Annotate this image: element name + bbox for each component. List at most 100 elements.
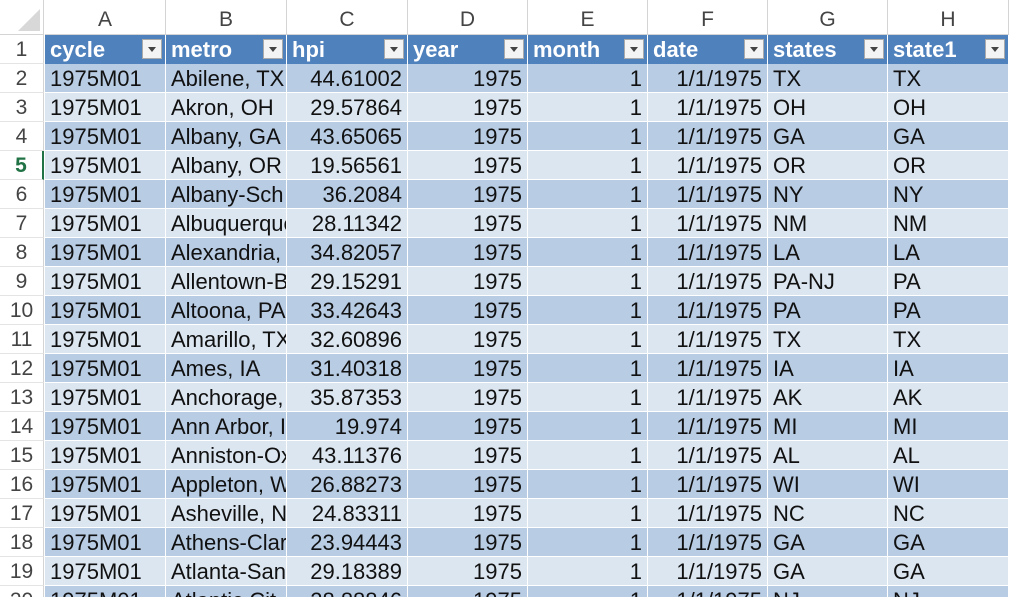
table-cell-date[interactable]: 1/1/1975 — [648, 296, 768, 325]
table-cell-month[interactable]: 1 — [528, 209, 648, 238]
table-cell-metro[interactable]: Appleton, W — [166, 470, 287, 499]
table-cell-metro[interactable]: Allentown-B — [166, 267, 287, 296]
column-header-b[interactable]: B — [166, 0, 287, 35]
table-cell-hpi[interactable]: 44.61002 — [287, 64, 408, 93]
table-cell-date[interactable]: 1/1/1975 — [648, 64, 768, 93]
table-cell-date[interactable]: 1/1/1975 — [648, 151, 768, 180]
table-cell-year[interactable]: 1975 — [408, 586, 528, 597]
row-header-20[interactable]: 20 — [0, 586, 44, 597]
table-cell-month[interactable]: 1 — [528, 354, 648, 383]
filter-dropdown-icon[interactable] — [384, 39, 404, 59]
table-cell-cycle[interactable]: 1975M01 — [45, 267, 166, 296]
table-cell-year[interactable]: 1975 — [408, 296, 528, 325]
table-cell-cycle[interactable]: 1975M01 — [45, 238, 166, 267]
table-cell-month[interactable]: 1 — [528, 122, 648, 151]
table-cell-state1[interactable]: OH — [888, 93, 1009, 122]
table-header-date[interactable]: date — [648, 35, 768, 64]
table-cell-cycle[interactable]: 1975M01 — [45, 151, 166, 180]
table-header-month[interactable]: month — [528, 35, 648, 64]
filter-dropdown-icon[interactable] — [142, 39, 162, 59]
table-cell-year[interactable]: 1975 — [408, 180, 528, 209]
table-cell-cycle[interactable]: 1975M01 — [45, 296, 166, 325]
table-cell-cycle[interactable]: 1975M01 — [45, 325, 166, 354]
table-cell-hpi[interactable]: 29.15291 — [287, 267, 408, 296]
table-cell-date[interactable]: 1/1/1975 — [648, 441, 768, 470]
table-cell-metro[interactable]: Ann Arbor, I — [166, 412, 287, 441]
table-cell-year[interactable]: 1975 — [408, 528, 528, 557]
row-header-15[interactable]: 15 — [0, 441, 44, 470]
table-cell-states[interactable]: PA — [768, 296, 888, 325]
table-cell-date[interactable]: 1/1/1975 — [648, 499, 768, 528]
table-cell-month[interactable]: 1 — [528, 499, 648, 528]
table-cell-month[interactable]: 1 — [528, 528, 648, 557]
table-cell-cycle[interactable]: 1975M01 — [45, 441, 166, 470]
row-header-4[interactable]: 4 — [0, 122, 44, 151]
table-cell-year[interactable]: 1975 — [408, 325, 528, 354]
select-all-button[interactable] — [0, 0, 44, 35]
table-cell-state1[interactable]: MI — [888, 412, 1009, 441]
table-cell-state1[interactable]: TX — [888, 64, 1009, 93]
row-header-7[interactable]: 7 — [0, 209, 44, 238]
table-cell-month[interactable]: 1 — [528, 93, 648, 122]
table-cell-month[interactable]: 1 — [528, 238, 648, 267]
column-header-a[interactable]: A — [45, 0, 166, 35]
row-header-10[interactable]: 10 — [0, 296, 44, 325]
table-cell-hpi[interactable]: 26.88273 — [287, 470, 408, 499]
table-cell-hpi[interactable]: 43.11376 — [287, 441, 408, 470]
table-cell-year[interactable]: 1975 — [408, 267, 528, 296]
row-header-5[interactable]: 5 — [0, 151, 44, 180]
row-header-12[interactable]: 12 — [0, 354, 44, 383]
row-header-18[interactable]: 18 — [0, 528, 44, 557]
table-cell-hpi[interactable]: 28.88846 — [287, 586, 408, 597]
row-header-1[interactable]: 1 — [0, 35, 44, 64]
table-header-cycle[interactable]: cycle — [45, 35, 166, 64]
table-cell-hpi[interactable]: 28.11342 — [287, 209, 408, 238]
table-cell-month[interactable]: 1 — [528, 151, 648, 180]
table-cell-metro[interactable]: Akron, OH — [166, 93, 287, 122]
table-cell-date[interactable]: 1/1/1975 — [648, 122, 768, 151]
table-cell-state1[interactable]: GA — [888, 122, 1009, 151]
table-cell-month[interactable]: 1 — [528, 441, 648, 470]
table-cell-states[interactable]: GA — [768, 557, 888, 586]
table-cell-states[interactable]: NJ — [768, 586, 888, 597]
table-cell-hpi[interactable]: 23.94443 — [287, 528, 408, 557]
row-header-17[interactable]: 17 — [0, 499, 44, 528]
table-cell-cycle[interactable]: 1975M01 — [45, 354, 166, 383]
column-header-d[interactable]: D — [408, 0, 528, 35]
table-cell-states[interactable]: MI — [768, 412, 888, 441]
row-header-8[interactable]: 8 — [0, 238, 44, 267]
table-cell-month[interactable]: 1 — [528, 64, 648, 93]
table-cell-date[interactable]: 1/1/1975 — [648, 586, 768, 597]
table-cell-state1[interactable]: GA — [888, 557, 1009, 586]
row-header-19[interactable]: 19 — [0, 557, 44, 586]
table-cell-cycle[interactable]: 1975M01 — [45, 528, 166, 557]
table-cell-cycle[interactable]: 1975M01 — [45, 122, 166, 151]
table-cell-states[interactable]: TX — [768, 64, 888, 93]
table-cell-cycle[interactable]: 1975M01 — [45, 383, 166, 412]
table-cell-metro[interactable]: Ames, IA — [166, 354, 287, 383]
table-cell-cycle[interactable]: 1975M01 — [45, 586, 166, 597]
column-header-c[interactable]: C — [287, 0, 408, 35]
filter-dropdown-icon[interactable] — [864, 39, 884, 59]
column-header-f[interactable]: F — [648, 0, 768, 35]
table-cell-metro[interactable]: Anchorage, — [166, 383, 287, 412]
table-cell-metro[interactable]: Athens-Clar — [166, 528, 287, 557]
table-cell-month[interactable]: 1 — [528, 470, 648, 499]
table-cell-metro[interactable]: Atlanta-San — [166, 557, 287, 586]
table-cell-month[interactable]: 1 — [528, 296, 648, 325]
table-cell-cycle[interactable]: 1975M01 — [45, 209, 166, 238]
table-cell-states[interactable]: NM — [768, 209, 888, 238]
table-cell-month[interactable]: 1 — [528, 586, 648, 597]
table-cell-year[interactable]: 1975 — [408, 557, 528, 586]
table-cell-date[interactable]: 1/1/1975 — [648, 238, 768, 267]
table-cell-date[interactable]: 1/1/1975 — [648, 354, 768, 383]
table-cell-states[interactable]: NY — [768, 180, 888, 209]
row-header-6[interactable]: 6 — [0, 180, 44, 209]
table-cell-date[interactable]: 1/1/1975 — [648, 209, 768, 238]
table-cell-hpi[interactable]: 24.83311 — [287, 499, 408, 528]
table-cell-year[interactable]: 1975 — [408, 238, 528, 267]
table-cell-metro[interactable]: Altoona, PA — [166, 296, 287, 325]
filter-dropdown-icon[interactable] — [263, 39, 283, 59]
table-cell-state1[interactable]: PA — [888, 296, 1009, 325]
table-cell-metro[interactable]: Albany, OR — [166, 151, 287, 180]
